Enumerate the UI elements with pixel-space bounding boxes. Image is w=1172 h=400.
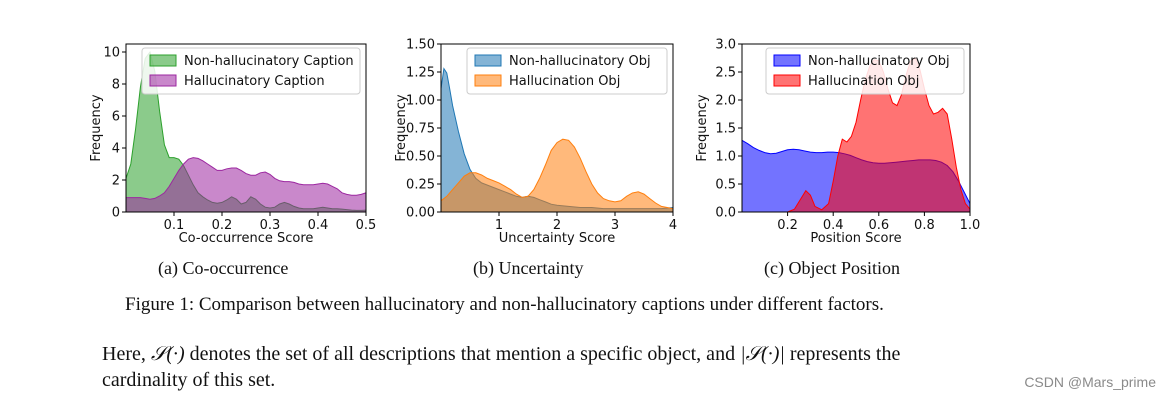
y-tick-label: 0.75: [406, 122, 435, 137]
series-area-uncertainty-hallucination-obj: [441, 138, 673, 212]
plot-frame-co-occurrence: [125, 43, 367, 213]
y-tick-label: 1.5: [715, 122, 736, 137]
y-axis-label: Frequency: [394, 94, 409, 161]
legend-label: Hallucination Obj: [509, 74, 620, 89]
subcaption-b: (b) Uncertainty: [473, 258, 584, 278]
x-tick-label: 0.8: [914, 218, 935, 233]
x-tick-label: 0.2: [212, 218, 233, 233]
x-tick-label: 0.6: [868, 218, 889, 233]
y-tick-label: 0.5: [715, 178, 736, 193]
y-tick-label: 0.0: [715, 206, 736, 221]
legend-box: [765, 47, 965, 95]
legend-label: Hallucination Obj: [808, 74, 919, 89]
y-tick-label: 4: [112, 142, 120, 157]
y-tick-label: 2.5: [715, 66, 736, 81]
x-axis-label: Position Score: [810, 231, 901, 246]
x-tick-label: 0.4: [823, 218, 844, 233]
y-tick-label: 0.25: [406, 178, 435, 193]
paragraph-suffix: represents the: [784, 343, 901, 365]
y-axis-label: Frequency: [89, 94, 104, 161]
x-tick-label: 1: [495, 218, 503, 233]
x-tick-label: 1.0: [960, 218, 981, 233]
legend-label: Non-hallucinatory Obj: [509, 54, 651, 69]
y-tick-label: 6: [112, 110, 120, 125]
paragraph-line-2: cardinality of this set.: [102, 369, 276, 391]
legend-swatch: [474, 74, 502, 87]
figure-caption: Figure 1: Comparison between hallucinato…: [125, 294, 884, 315]
x-tick-label: 3: [611, 218, 619, 233]
legend-swatch: [149, 54, 177, 67]
y-tick-label: 8: [112, 78, 120, 93]
x-tick-label: 0.2: [777, 218, 798, 233]
chart-object-position: 0.2 0.4 0.6 0.8 1.0 0.0 0.5 1.0 1.5 2.0 2.5 3.0 Posi…: [695, 38, 980, 247]
y-tick-label: 1.00: [406, 94, 435, 109]
x-tick-label: 0.3: [260, 218, 281, 233]
cardinality-symbol: |𝒮(·)|: [740, 343, 785, 365]
x-tick-label: 0.5: [356, 218, 377, 233]
legend-swatch: [773, 54, 801, 67]
y-tick-label: 2.0: [715, 94, 736, 109]
x-tick-label: 4: [669, 218, 677, 233]
paragraph-middle: denotes the set of all descriptions that…: [184, 343, 741, 365]
paragraph-line-1: Here, 𝒮(·) denotes the set of all descri…: [102, 343, 900, 366]
y-tick-label: 0.50: [406, 150, 435, 165]
y-tick-label: 1.50: [406, 38, 435, 53]
subcaption-c: (c) Object Position: [764, 258, 900, 278]
x-tick-label: 0.4: [308, 218, 329, 233]
subcaption-a: (a) Co-occurrence: [158, 258, 289, 278]
legend-label: Hallucinatory Caption: [184, 74, 325, 89]
legend-swatch: [149, 74, 177, 87]
x-tick-label: 2: [553, 218, 561, 233]
x-tick-label: 0.1: [164, 218, 185, 233]
legend-swatch: [474, 54, 502, 67]
legend-swatch: [773, 74, 801, 87]
x-axis-label: Uncertainty Score: [499, 231, 616, 246]
x-axis-label: Co-occurrence Score: [179, 231, 314, 246]
chart-co-occurrence: 0.1 0.2 0.3 0.4 0.5 0 2 4 6 8 10 Co-occurrence Scor…: [89, 43, 377, 246]
y-tick-label: 1.0: [715, 150, 736, 165]
y-tick-label: 2: [112, 174, 120, 189]
y-tick-label: 10: [103, 46, 120, 61]
y-tick-label: 3.0: [715, 38, 736, 53]
y-tick-label: 1.25: [406, 66, 435, 81]
series-area-co-occurrence-hallucinatory-caption: [126, 157, 366, 212]
y-tick-label: 0: [112, 206, 120, 221]
y-tick-label: 0.00: [406, 206, 435, 221]
y-axis-label: Frequency: [695, 94, 710, 161]
legend-box: [141, 47, 361, 95]
set-symbol: 𝒮(·): [150, 343, 185, 365]
paragraph-prefix: Here,: [102, 343, 151, 365]
legend-label: Non-hallucinatory Caption: [184, 54, 354, 69]
legend-box: [466, 47, 668, 95]
chart-uncertainty: 1 2 3 4 0.00 0.25 0.50 0.75 1.00 1.25 1.50 Uncertai…: [394, 38, 677, 247]
watermark: CSDN @Mars_prime: [1024, 374, 1156, 390]
legend-label: Non-hallucinatory Obj: [808, 54, 950, 69]
